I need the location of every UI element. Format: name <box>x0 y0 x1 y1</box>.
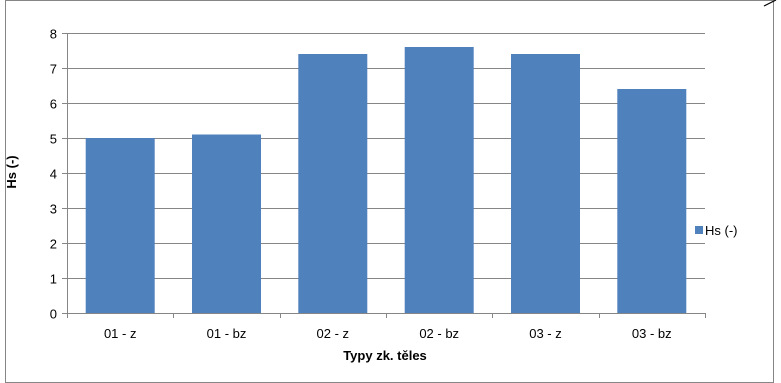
bar-03-bz <box>617 89 687 313</box>
gridlines <box>62 33 705 314</box>
bar-02-bz <box>404 47 474 313</box>
y-tick-label: 3 <box>50 202 57 217</box>
bar-02-z <box>298 54 368 313</box>
axes <box>67 33 706 318</box>
y-tick-labels: 0 1 2 3 4 5 6 7 8 <box>50 27 57 322</box>
legend-swatch <box>695 226 703 234</box>
bars <box>85 47 687 313</box>
x-tick-label: 03 - z <box>529 326 562 341</box>
corner-mark <box>763 0 777 7</box>
y-tick-label: 0 <box>50 307 57 322</box>
legend-label: Hs (-) <box>705 223 738 238</box>
y-tick-label: 6 <box>50 97 57 112</box>
bar-01-bz <box>192 134 261 313</box>
y-tick-label: 4 <box>50 167 57 182</box>
y-tick-label: 1 <box>50 272 57 287</box>
y-tick-label: 8 <box>50 27 57 42</box>
y-tick-label: 5 <box>50 132 57 147</box>
x-tick-label: 01 - bz <box>207 326 247 341</box>
y-tick-label: 2 <box>50 237 57 252</box>
x-axis-title: Typy zk. těles <box>343 348 427 363</box>
bar-03-z <box>511 54 580 313</box>
x-tick-label: 02 - bz <box>419 326 459 341</box>
y-axis-title: Hs (-) <box>4 155 19 188</box>
x-tick-label: 01 - z <box>104 326 137 341</box>
legend: Hs (-) <box>695 223 738 238</box>
x-tick-labels: 01 - z 01 - bz 02 - z 02 - bz 03 - z 03 - bz <box>104 326 672 341</box>
bar-01-z <box>85 138 155 313</box>
y-tick-label: 7 <box>50 62 57 77</box>
x-tick-label: 03 - bz <box>632 326 672 341</box>
x-tick-label: 02 - z <box>317 326 350 341</box>
